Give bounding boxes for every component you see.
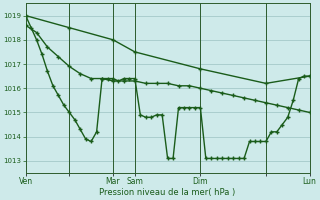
X-axis label: Pression niveau de la mer( hPa ): Pression niveau de la mer( hPa ) xyxy=(100,188,236,197)
